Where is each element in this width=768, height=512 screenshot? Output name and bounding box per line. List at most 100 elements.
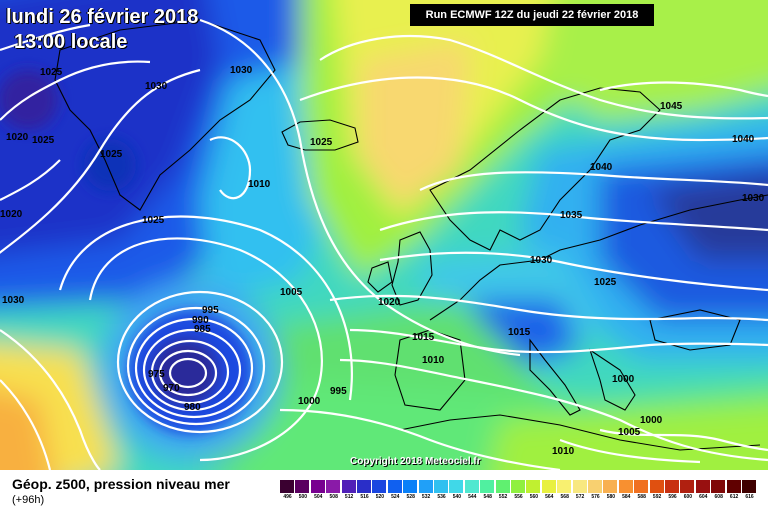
scale-label: 508 — [329, 494, 338, 500]
scale-swatch — [695, 480, 711, 493]
scale-label: 512 — [344, 494, 354, 500]
scale-label: 520 — [375, 494, 385, 500]
scale-label: 572 — [575, 494, 585, 500]
scale-label: 608 — [714, 494, 723, 500]
forecast-date: lundi 26 février 2018 — [6, 6, 199, 28]
isobar-label: 1030 — [530, 255, 553, 266]
scale-swatch — [418, 480, 434, 493]
scale-label: 524 — [391, 494, 400, 500]
isobar-label: 995 — [330, 386, 347, 397]
model-run-banner: Run ECMWF 12Z du jeudi 22 février 2018 — [410, 4, 654, 26]
scale-swatch — [310, 480, 326, 493]
isobar-label: 995 — [202, 305, 219, 316]
scale-swatch — [434, 480, 449, 493]
scale-swatch — [464, 480, 480, 493]
forecast-time: 13:00 locale — [14, 31, 128, 53]
weather-map: 1025 1030 1020 1025 1025 1020 1025 1030 … — [0, 0, 768, 470]
isobar-label: 1020 — [6, 132, 29, 143]
coastlines — [54, 19, 768, 451]
isobars — [0, 18, 768, 470]
scale-swatch — [726, 480, 742, 493]
isobar-label: 975 — [148, 369, 165, 380]
isobar-label: 1010 — [552, 446, 575, 457]
isobar-label: 1005 — [280, 287, 303, 298]
isobar-label: 1015 — [412, 332, 435, 343]
scale-label: 504 — [314, 494, 323, 500]
isobar-label: 1035 — [560, 210, 583, 221]
scale-swatch — [572, 480, 588, 493]
color-scale: 496 500 504 508 512 516 520 524 528 532 536 540 544 5… — [280, 480, 758, 506]
scale-label: 548 — [483, 494, 492, 500]
scale-swatch — [372, 480, 388, 493]
copyright-text: Copyright 2018 Meteociel.fr — [350, 456, 481, 467]
isobar-label: 1025 — [100, 149, 123, 160]
scale-swatch — [541, 480, 557, 493]
scale-swatch — [511, 480, 526, 493]
scale-label: 560 — [529, 494, 539, 500]
isobar-label: 1030 — [2, 295, 25, 306]
scale-swatch — [357, 480, 372, 493]
scale-swatch — [742, 480, 757, 493]
scale-label: 516 — [360, 494, 369, 500]
isobar-label: 1005 — [618, 427, 641, 438]
scale-swatch — [495, 480, 511, 493]
parameter-title: Géop. z500, pression niveau mer — [12, 476, 230, 492]
scale-swatch — [480, 480, 496, 493]
scale-label: 576 — [591, 494, 600, 500]
scale-swatch — [680, 480, 696, 493]
isobar-label: 1025 — [594, 277, 617, 288]
scale-label: 500 — [298, 494, 308, 500]
isobar-label: 1040 — [732, 134, 755, 145]
scale-label: 568 — [560, 494, 569, 500]
scale-label: 584 — [622, 494, 631, 500]
scale-label: 596 — [668, 494, 677, 500]
scale-label: 616 — [745, 494, 754, 500]
scale-label: 600 — [683, 494, 693, 500]
isobar-label: 1010 — [248, 179, 271, 190]
isobar-label: 1030 — [145, 81, 168, 92]
scale-label: 544 — [468, 494, 477, 500]
scale-label: 536 — [437, 494, 446, 500]
scale-swatch — [449, 480, 465, 493]
scale-swatch — [403, 480, 419, 493]
scale-swatch — [526, 480, 542, 493]
scale-swatch — [387, 480, 403, 493]
isobar-label: 985 — [194, 324, 211, 335]
isobar-label: 1000 — [612, 374, 635, 385]
scale-label: 580 — [606, 494, 616, 500]
scale-label: 552 — [498, 494, 508, 500]
isobar-label: 1025 — [310, 137, 333, 148]
isobar-label: 1015 — [508, 327, 531, 338]
isobar-label: 1025 — [32, 135, 55, 146]
scale-swatch — [603, 480, 619, 493]
isobar-label: 980 — [184, 402, 201, 413]
isobar-label: 1030 — [230, 65, 253, 76]
scale-label: 528 — [406, 494, 415, 500]
scale-swatch — [649, 480, 665, 493]
scale-label: 564 — [545, 494, 554, 500]
scale-swatch — [557, 480, 573, 493]
scale-swatch — [665, 480, 680, 493]
scale-label: 592 — [652, 494, 662, 500]
scale-swatch — [634, 480, 650, 493]
scale-label: 588 — [637, 494, 646, 500]
scale-label: 496 — [283, 494, 292, 500]
legend-footer: Géop. z500, pression niveau mer (+96h) 4… — [0, 470, 768, 512]
scale-swatch — [618, 480, 634, 493]
isobar-label: 1020 — [378, 297, 401, 308]
scale-swatch — [326, 480, 342, 493]
isobar-label: 1025 — [142, 215, 165, 226]
lead-time: (+96h) — [12, 494, 45, 506]
isobar-label: 1030 — [742, 193, 765, 204]
scale-swatch — [341, 480, 357, 493]
scale-label: 612 — [729, 494, 739, 500]
scale-label: 556 — [514, 494, 523, 500]
isobar-label: 1000 — [298, 396, 321, 407]
scale-label: 604 — [699, 494, 708, 500]
isobar-label: 1040 — [590, 162, 613, 173]
isobar-label: 970 — [163, 383, 180, 394]
isobar-label: 1045 — [660, 101, 683, 112]
scale-swatch — [588, 480, 603, 493]
isobar-label: 1010 — [422, 355, 445, 366]
geopotential-field — [0, 0, 768, 470]
